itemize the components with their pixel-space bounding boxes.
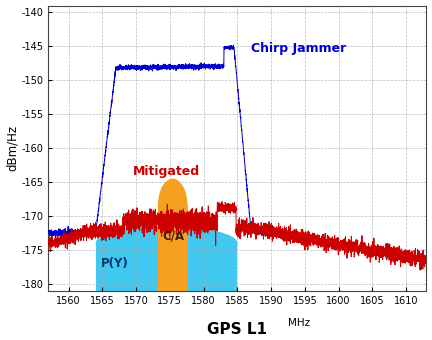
Y-axis label: dBm/Hz: dBm/Hz: [6, 125, 19, 171]
Text: C/A: C/A: [162, 230, 185, 243]
Text: GPS L1: GPS L1: [207, 322, 267, 337]
Text: MHz: MHz: [289, 318, 311, 328]
Text: Mitigated: Mitigated: [133, 165, 200, 178]
Text: P(Y): P(Y): [101, 257, 129, 270]
Bar: [95, 243, 237, 318]
Ellipse shape: [158, 178, 187, 233]
Text: Chirp Jammer: Chirp Jammer: [251, 42, 346, 55]
Bar: [158, 206, 187, 318]
Ellipse shape: [95, 226, 237, 260]
